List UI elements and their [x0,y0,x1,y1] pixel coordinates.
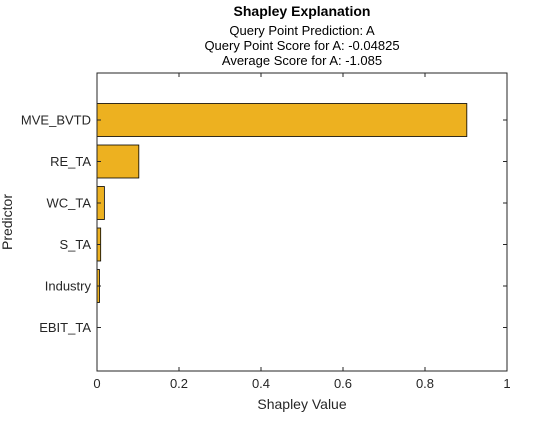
x-tick-label: 0.4 [252,376,270,391]
y-tick-label: S_TA [59,237,91,252]
chart-subtitle-line-1: Query Point Prediction: A [229,23,375,38]
x-tick-label: 0.2 [170,376,188,391]
chart-subtitle-line-2: Query Point Score for A: -0.04825 [204,38,399,53]
chart-title: Shapley Explanation [234,3,371,19]
bar-re-ta [96,144,140,179]
y-tick-label: MVE_BVTD [21,113,91,128]
y-tick-label: RE_TA [50,154,91,169]
bars-layer [96,103,468,303]
x-tick-label: 1 [503,376,510,391]
x-tick-label: 0 [93,376,100,391]
y-tick-label: EBIT_TA [39,320,91,335]
y-tick-label: Industry [45,279,92,294]
chart-title-group: Shapley Explanation Query Point Predicti… [204,3,399,68]
x-tick-label: 0.8 [416,376,434,391]
plot-area-frame [96,72,508,372]
y-axis-label: Predictor [0,194,15,250]
ticks-layer: MVE_BVTD RE_TA WC_TA S_TA Industry EBIT_TA 0 0.… [21,73,511,391]
y-tick-label: WC_TA [46,196,91,211]
x-tick-label: 0.6 [334,376,352,391]
x-axis-label: Shapley Value [257,396,346,412]
chart-subtitle-line-3: Average Score for A: -1.085 [222,53,382,68]
bar-mve-bvtd [96,103,468,137]
